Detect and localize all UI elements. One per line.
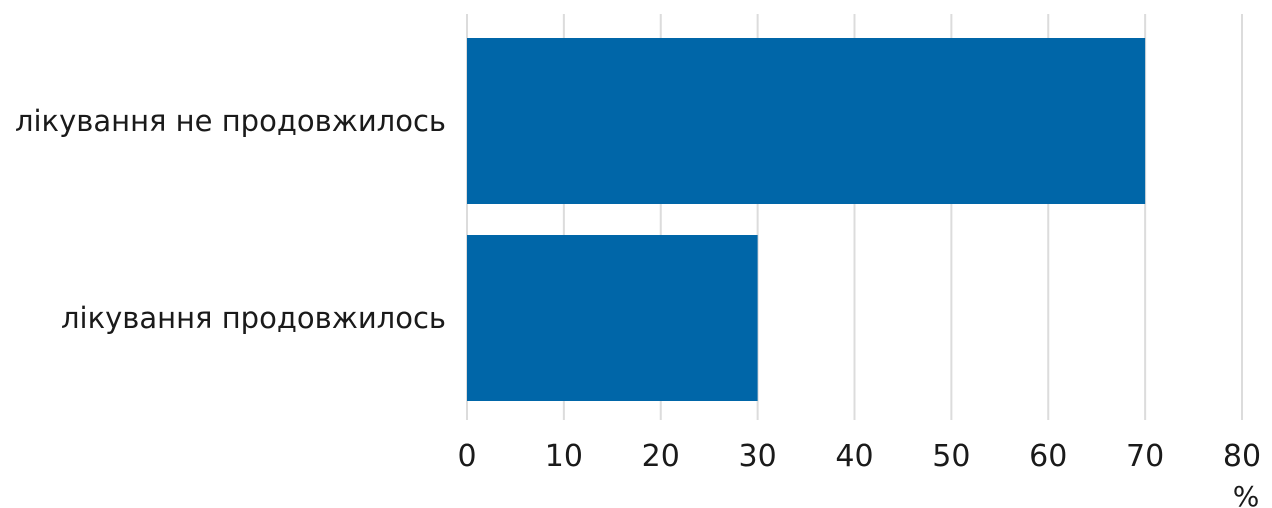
bar-1 xyxy=(467,38,1146,204)
x-tick-label: 20 xyxy=(642,439,680,474)
category-label: лікування продовжилось xyxy=(61,301,446,335)
x-tick-label: 0 xyxy=(457,439,476,474)
category-labels: лікування не продовжилось лікування продо… xyxy=(15,104,446,335)
x-tick-label: 10 xyxy=(545,439,583,474)
x-tick-label: 60 xyxy=(1029,439,1067,474)
x-tick-label: 40 xyxy=(835,439,873,474)
bars xyxy=(467,38,1146,401)
x-axis-unit-label: % xyxy=(1233,480,1260,508)
x-tick-labels: 0 10 20 30 40 50 60 70 80 xyxy=(457,439,1261,474)
x-tick-label: 70 xyxy=(1126,439,1164,474)
category-label: лікування не продовжилось xyxy=(15,104,446,138)
x-tick-label: 30 xyxy=(739,439,777,474)
x-tick-label: 80 xyxy=(1223,439,1261,474)
bar-2 xyxy=(467,235,758,401)
x-tick-label: 50 xyxy=(932,439,970,474)
